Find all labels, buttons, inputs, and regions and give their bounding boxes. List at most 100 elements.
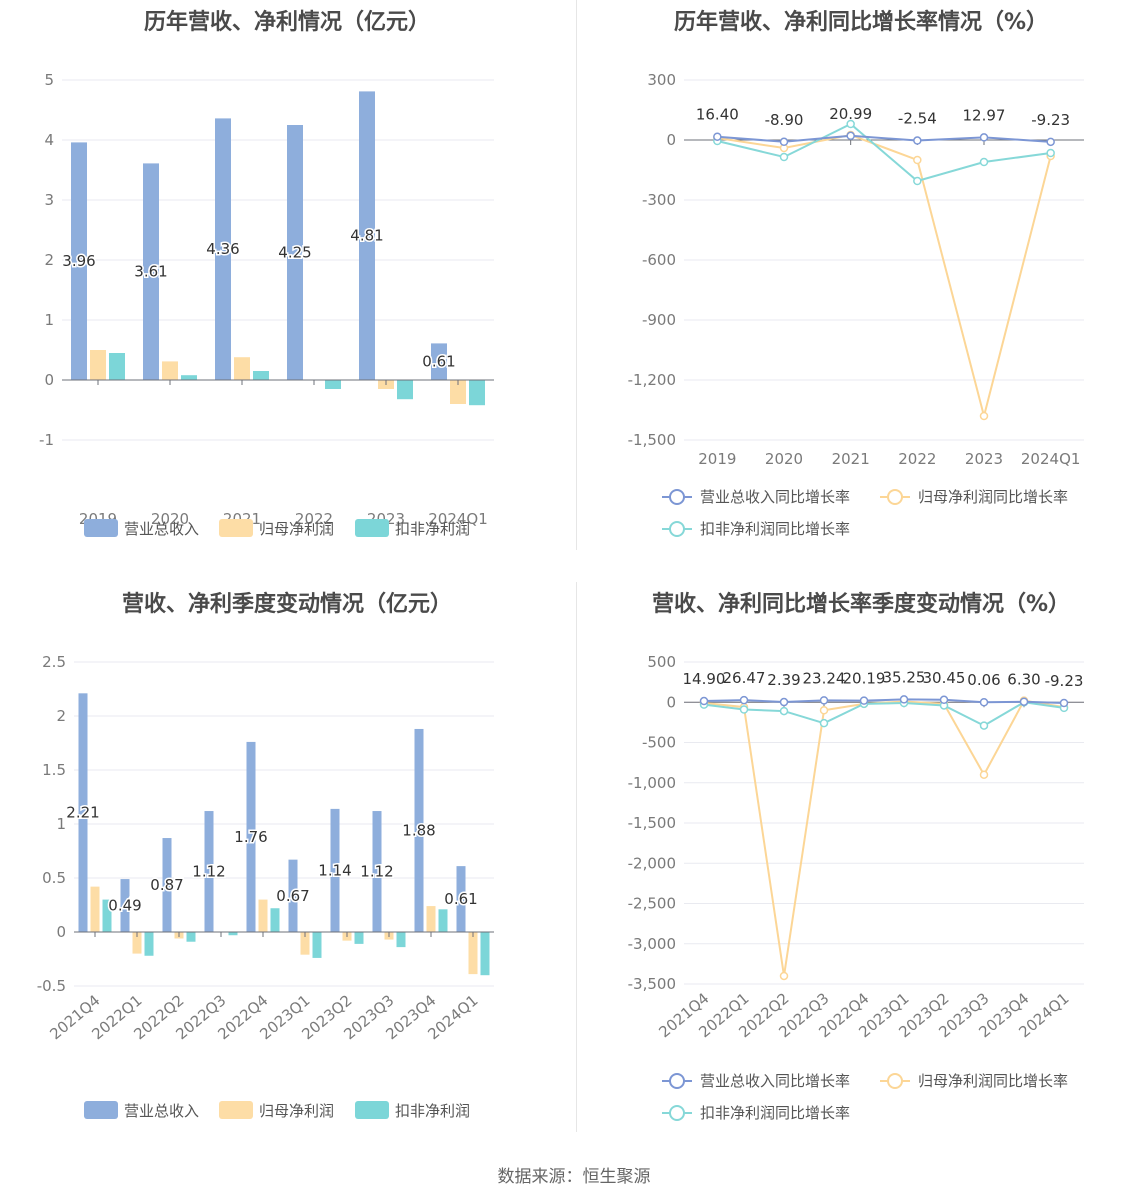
x-tick-label: 2021	[832, 450, 870, 468]
y-tick-label: 0	[666, 693, 676, 711]
legend-swatch	[84, 519, 118, 537]
series-point	[779, 152, 789, 162]
x-tick-label: 2019	[698, 450, 736, 468]
data-label: 0.61	[422, 353, 455, 371]
series-point	[939, 695, 949, 705]
bar	[270, 908, 280, 932]
series-point	[979, 157, 989, 167]
y-tick-label: -500	[642, 734, 676, 752]
series-point	[1019, 697, 1029, 706]
series-line	[703, 698, 1065, 704]
legend-label: 营业总收入同比增长率	[700, 1072, 850, 1090]
y-tick-label: -1,000	[628, 774, 676, 792]
series-point	[846, 131, 855, 141]
data-label: 0.06	[967, 671, 1000, 689]
data-label: 1.76	[234, 828, 267, 846]
data-label: 0.49	[108, 897, 141, 915]
legend-label: 扣非净利润同比增长率	[700, 1104, 850, 1122]
data-label: 4.81	[350, 227, 383, 245]
data-label: -9.23	[1031, 111, 1070, 129]
series-point	[859, 696, 869, 705]
data-label: 1.12	[360, 863, 393, 881]
y-tick-label: 3	[44, 191, 54, 209]
bar	[354, 932, 364, 944]
legend-label: 营业总收入同比增长率	[700, 488, 850, 506]
bar	[325, 380, 341, 389]
bar	[312, 932, 322, 958]
y-tick-label: -2,000	[628, 854, 676, 872]
bar	[186, 932, 196, 942]
legend-swatch	[219, 519, 253, 537]
data-label: -8.90	[765, 111, 804, 129]
series-point	[819, 718, 829, 728]
bar	[438, 909, 448, 932]
bar	[204, 811, 214, 932]
data-label: 35.25	[883, 668, 926, 686]
series-point	[1046, 137, 1055, 147]
bar	[90, 350, 106, 380]
legend-swatch	[355, 1101, 389, 1119]
series-point	[913, 176, 922, 186]
bar	[71, 142, 87, 380]
bar	[397, 380, 413, 400]
y-tick-label: 2	[44, 251, 54, 269]
data-label: 14.90	[683, 670, 726, 688]
data-label: 3.96	[62, 252, 95, 270]
series-point	[779, 706, 789, 716]
series-point	[1059, 698, 1069, 708]
legend-label: 营业总收入	[124, 1102, 199, 1120]
series-point	[899, 695, 909, 704]
bar	[144, 932, 154, 956]
series-point	[713, 132, 722, 141]
bar	[120, 879, 130, 932]
x-tick-label: 2024Q1	[428, 510, 488, 528]
x-tick-label: 2024Q1	[1021, 450, 1081, 468]
bar	[480, 932, 490, 976]
bar	[162, 838, 172, 932]
series-point	[819, 696, 829, 705]
data-label: 23.24	[803, 669, 846, 687]
bar	[469, 380, 485, 406]
data-label: 1.14	[318, 861, 351, 879]
data-label: 4.25	[278, 244, 311, 262]
data-label: 3.61	[134, 263, 167, 281]
annual-revenue-profit-chart: 历年营收、净利情况（亿元） -1012345201920202021202220…	[0, 0, 574, 580]
legend-label: 扣非净利润	[395, 1102, 470, 1120]
data-label: 0.61	[444, 890, 477, 908]
y-tick-label: -3,500	[628, 975, 676, 993]
legend-label: 扣非净利润	[395, 520, 470, 538]
series-line	[717, 134, 1051, 143]
legend-label: 归母净利润同比增长率	[918, 1072, 1068, 1090]
data-label: 0.67	[276, 887, 309, 905]
data-label: 2.21	[66, 804, 99, 822]
bar	[215, 118, 231, 381]
annual-growth-svg: -1,500 -1,200 -900 -600 -300 0 300 16.40 -8.90 20…	[628, 71, 1084, 538]
quarterly-growth-svg: -3,500 -3,000 -2,500 -2,000 -1,500 -1,000 -500…	[628, 653, 1084, 1122]
y-tick-label: -600	[642, 251, 676, 269]
legend-line-dot	[887, 1073, 903, 1089]
series-point	[1046, 148, 1055, 158]
legend-line-dot	[669, 489, 685, 505]
y-tick-label: 300	[647, 71, 676, 89]
legend-label: 归母净利润同比增长率	[918, 488, 1068, 506]
bar	[450, 380, 466, 404]
y-tick-label: -1,200	[628, 371, 676, 389]
bar	[300, 932, 310, 955]
bar	[396, 932, 406, 948]
bar	[330, 808, 340, 932]
y-tick-label: 1.5	[42, 761, 66, 779]
bar	[456, 866, 466, 932]
x-tick-label: 2023	[965, 450, 1003, 468]
y-tick-label: -1,500	[628, 431, 676, 449]
y-tick-label: 5	[44, 71, 54, 89]
bar	[288, 859, 298, 932]
annual-bar-svg: -1012345201920202021202220232024Q13.963.…	[39, 71, 494, 538]
bar	[258, 899, 268, 932]
data-label: 30.45	[923, 669, 966, 687]
legend-line-dot	[887, 489, 903, 505]
data-source-note: 数据来源：恒生聚源	[497, 1167, 651, 1187]
legend-line-dot	[669, 1073, 685, 1089]
bar	[132, 932, 142, 954]
legend-swatch	[355, 519, 389, 537]
data-label: -2.54	[898, 110, 937, 128]
